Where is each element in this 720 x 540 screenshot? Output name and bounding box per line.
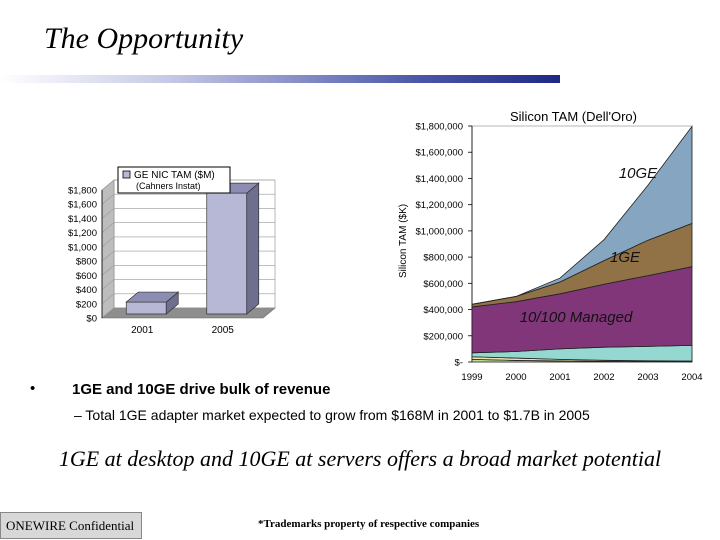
tam-ytick-label: $1,200,000	[415, 200, 463, 211]
nic-ytick-label: $600	[76, 271, 97, 282]
nic-gridline-side	[101, 265, 115, 276]
tam-ylabel: Silicon TAM ($K)	[398, 204, 409, 278]
tam-labels: 10/100 Managed 1GE 10GE	[520, 165, 658, 326]
tam-xtick-label-2001: 2001	[549, 372, 570, 383]
nic-bar-2001-top	[125, 291, 180, 303]
bullet-marker: •	[30, 380, 36, 397]
nic-xtick-label-2001: 2001	[131, 325, 154, 336]
nic-gridline-side	[101, 279, 115, 290]
nic-legend: GE NIC TAM ($M) (Cahners Instat)	[117, 166, 231, 194]
nic-gridline-side	[101, 293, 115, 305]
nic-gridline-side	[101, 208, 115, 219]
tam-xtick-label-2002: 2002	[593, 372, 614, 383]
tam-ytick-label: $1,400,000	[415, 174, 463, 185]
headline: 1GE at desktop and 10GE at servers offer…	[58, 446, 662, 471]
nic-ytick-label: $400	[76, 285, 97, 296]
tam-ytick-label: $1,000,000	[415, 226, 463, 237]
ge-nic-tam-chart: $0 $200 $400 $600 $800 $1,000 $1,200 $1,400 $1,6…	[68, 166, 276, 336]
nic-gridline-side	[101, 179, 115, 191]
footer-confidential: ONEWIRE Confidential	[6, 518, 135, 533]
tam-ytick-label: $800,000	[423, 253, 463, 264]
bullet-text: 1GE and 10GE drive bulk of revenue	[72, 381, 331, 398]
sub-bullet-text: – Total 1GE adapter market expected to g…	[74, 407, 590, 423]
nic-ytick-label: $800	[76, 257, 97, 268]
tam-ytick-label: $1,600,000	[415, 148, 463, 159]
tam-ytick-label: $400,000	[423, 305, 463, 316]
nic-gridline-side	[101, 250, 115, 262]
nic-legend-subtitle: (Cahners Instat)	[136, 181, 201, 191]
nic-bars	[125, 182, 260, 315]
tam-series-label-3: 10/100 Managed	[520, 309, 633, 326]
nic-ytick-label: $200	[76, 299, 97, 310]
title-underline	[0, 75, 560, 83]
tam-series-label-4: 1GE	[610, 249, 641, 266]
tam-ytick-label: $200,000	[423, 331, 463, 342]
tam-ytick-label: $-	[455, 358, 463, 369]
nic-ytick-label: $1,400	[68, 214, 97, 225]
nic-gridline-side	[101, 236, 115, 248]
nic-gridline-side	[101, 222, 115, 233]
nic-ytick-label: $1,600	[68, 200, 97, 211]
footer-trademarks: *Trademarks property of respective compa…	[258, 518, 480, 530]
nic-xtick-label-2005: 2005	[212, 325, 235, 336]
nic-ytick-label: $1,000	[68, 242, 97, 253]
tam-area-10ge	[471, 125, 693, 305]
footer: ONEWIRE Confidential *Trademarks propert…	[0, 506, 720, 540]
nic-ytick-label: $1,200	[68, 228, 97, 239]
tam-series-label-5: 10GE	[619, 165, 658, 182]
nic-gridline-side	[101, 193, 115, 205]
nic-ytick-label: $0	[86, 314, 97, 325]
tam-xtick-label-2003: 2003	[637, 372, 658, 383]
footer-label-box	[0, 512, 142, 539]
tam-ytick-label: $600,000	[423, 279, 463, 290]
tam-ytick-label: $1,800,000	[415, 122, 463, 133]
tam-xtick-label-2000: 2000	[505, 372, 526, 383]
nic-legend-box	[117, 166, 231, 194]
nic-legend-title: GE NIC TAM ($M)	[134, 170, 215, 181]
nic-gridline-side	[101, 307, 115, 319]
nic-ytick-label: $1,800	[68, 186, 97, 197]
tam-xtick-label-1999: 1999	[461, 372, 482, 383]
tam-xtick-label-2004: 2004	[681, 372, 702, 383]
tam-areas	[471, 125, 693, 363]
nic-legend-swatch	[122, 170, 131, 179]
tam-title: Silicon TAM (Dell'Oro)	[510, 109, 637, 124]
slide-title: The Opportunity	[44, 22, 244, 55]
